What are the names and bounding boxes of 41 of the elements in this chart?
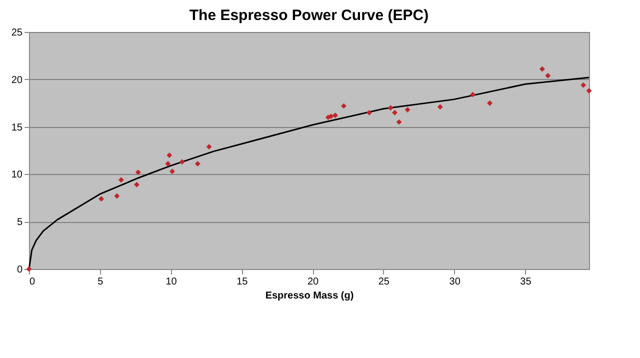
point: [135, 170, 141, 176]
x-tick-label: 5: [98, 276, 104, 288]
point: [165, 161, 171, 167]
x-tick-label: 20: [307, 276, 320, 288]
x-tick-label: 25: [378, 276, 390, 288]
y-tick-label: 0: [16, 264, 23, 276]
chart-title: The Espresso Power Curve (EPC): [189, 7, 429, 24]
point: [539, 66, 545, 72]
point: [340, 103, 346, 109]
point: [404, 106, 410, 112]
point: [206, 144, 212, 150]
x-tick-label: 30: [449, 276, 461, 288]
point: [194, 161, 200, 167]
point: [98, 196, 104, 202]
point: [134, 182, 140, 188]
point: [366, 110, 372, 116]
point: [166, 152, 172, 158]
point: [437, 104, 443, 110]
y-tick-label: 15: [11, 122, 23, 134]
x-tick-label: 35: [520, 276, 532, 288]
y-tick-label: 10: [11, 170, 23, 181]
x-tick-label: 15: [236, 276, 248, 288]
point: [487, 100, 492, 106]
point: [545, 72, 551, 78]
x-axis-title: Espresso Mass (g): [265, 290, 354, 302]
point: [114, 193, 120, 199]
point: [179, 159, 185, 165]
point: [169, 168, 175, 174]
y-tick-label: 20: [11, 74, 23, 86]
x-tick-label: 10: [166, 276, 178, 288]
point: [580, 82, 586, 88]
point: [332, 112, 338, 118]
point: [118, 177, 124, 183]
y-tick-label: 5: [16, 217, 23, 228]
x-tick-label: 0: [30, 276, 36, 288]
y-tick-label: 25: [11, 28, 23, 38]
point: [388, 105, 394, 111]
point: [586, 88, 592, 94]
point: [392, 110, 398, 116]
point: [396, 119, 402, 125]
point: [470, 92, 476, 98]
